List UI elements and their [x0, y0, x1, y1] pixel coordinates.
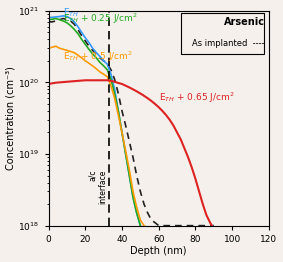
- Text: Arsenic: Arsenic: [224, 17, 265, 27]
- Y-axis label: Concentration (cm⁻³): Concentration (cm⁻³): [6, 66, 16, 170]
- X-axis label: Depth (nm): Depth (nm): [130, 247, 187, 256]
- Text: E$_{TH}$: E$_{TH}$: [63, 6, 80, 19]
- Text: E$_{TH}$ + 0.5 J/cm$^2$: E$_{TH}$ + 0.5 J/cm$^2$: [63, 49, 133, 64]
- Text: E$_{TH}$ + 0.25 J/cm$^2$: E$_{TH}$ + 0.25 J/cm$^2$: [63, 11, 138, 26]
- Text: As implanted  ----: As implanted ----: [192, 39, 265, 48]
- Text: a/c
interface: a/c interface: [88, 170, 107, 204]
- Text: E$_{TH}$ + 0.65 J/cm$^2$: E$_{TH}$ + 0.65 J/cm$^2$: [159, 91, 234, 106]
- Bar: [181, 13, 265, 54]
